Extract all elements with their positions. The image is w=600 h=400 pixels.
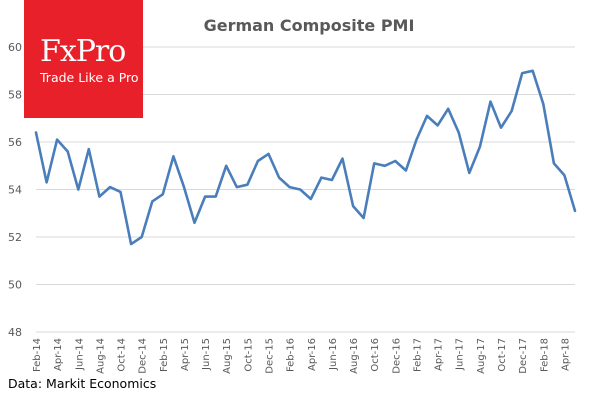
x-tick-label: Dec-14 <box>138 338 149 374</box>
x-tick-label: Oct-16 <box>370 338 381 372</box>
x-tick-label: Jun-14 <box>74 338 85 371</box>
x-tick-label: Aug-17 <box>476 338 487 374</box>
source-note: Data: Markit Economics <box>8 376 157 391</box>
y-axis: 48 50 52 54 56 58 60 <box>8 41 22 339</box>
y-tick-label: 48 <box>8 326 22 339</box>
y-tick-label: 58 <box>8 89 22 102</box>
x-tick-label: Jun-16 <box>328 338 339 371</box>
x-tick-label: Feb-15 <box>159 338 170 372</box>
x-axis: Feb-14 Apr-14 Jun-14 Aug-14 Oct-14 Dec-14 Feb-… <box>32 338 571 374</box>
x-tick-label: Oct-14 <box>117 338 128 372</box>
x-tick-label: Jun-15 <box>201 338 212 371</box>
x-tick-label: Oct-15 <box>243 338 254 372</box>
x-tick-label: Aug-14 <box>95 338 106 374</box>
x-tick-label: Jun-17 <box>455 338 466 371</box>
x-tick-label: Dec-16 <box>391 338 402 374</box>
series-line <box>34 69 577 246</box>
chart-title: German Composite PMI <box>204 16 415 35</box>
x-tick-label: Apr-14 <box>53 338 64 371</box>
x-tick-label: Apr-17 <box>434 338 445 371</box>
x-tick-label: Feb-18 <box>539 338 550 372</box>
x-tick-label: Apr-18 <box>560 338 571 371</box>
x-tick-label: Oct-17 <box>497 338 508 372</box>
x-tick-label: Aug-16 <box>349 338 360 374</box>
series-group <box>34 69 577 246</box>
x-tick-label: Apr-16 <box>307 338 318 371</box>
y-tick-label: 56 <box>8 136 22 149</box>
y-tick-label: 52 <box>8 231 22 244</box>
x-tick-label: Feb-16 <box>286 338 297 372</box>
x-tick-label: Feb-17 <box>412 338 423 372</box>
y-tick-label: 60 <box>8 41 22 54</box>
x-tick-label: Apr-15 <box>180 338 191 371</box>
y-tick-label: 54 <box>8 184 22 197</box>
y-tick-label: 50 <box>8 279 22 292</box>
grid-lines <box>36 46 575 333</box>
x-tick-label: Aug-15 <box>222 338 233 374</box>
logo-tagline: Trade Like a Pro <box>40 70 139 85</box>
x-tick-label: Dec-17 <box>518 338 529 374</box>
x-tick-label: Feb-14 <box>32 338 43 372</box>
logo-name: FxPro <box>40 34 126 69</box>
x-tick-label: Dec-15 <box>265 338 276 374</box>
fxpro-logo: FxPro Trade Like a Pro <box>24 0 143 118</box>
